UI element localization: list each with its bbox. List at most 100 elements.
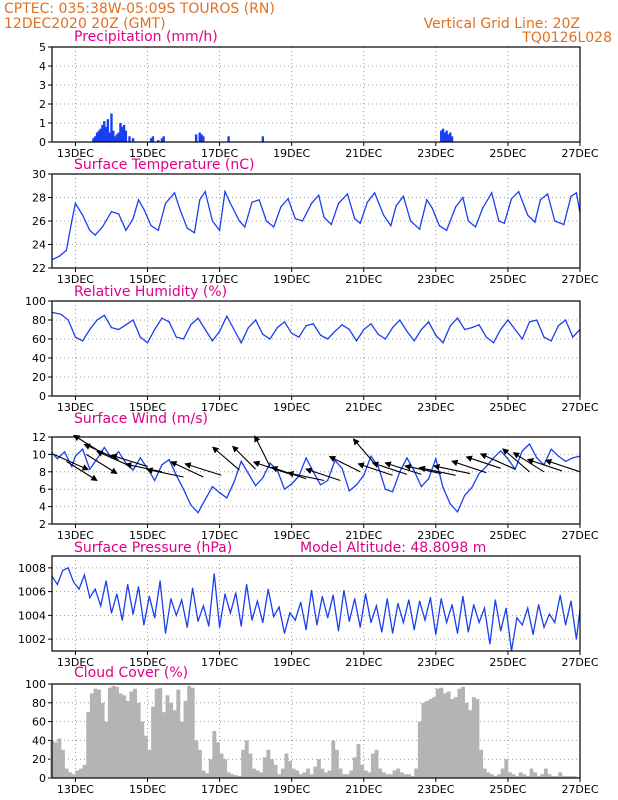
data-point: [265, 220, 268, 222]
panel-6: Cloud Cover (%) 0 20 40 60 80 100 13DEC 15DEC 17D…: [25, 665, 599, 796]
precip-bar: [104, 126, 108, 142]
cloud-bar: [396, 768, 401, 778]
cloud-bar: [432, 697, 437, 778]
cloud-bar: [479, 749, 483, 778]
data-point: [105, 580, 107, 582]
cloud-bar: [270, 759, 274, 778]
data-point: [226, 315, 228, 317]
data-point: [420, 328, 423, 331]
data-point: [301, 220, 304, 222]
x-tick-label: 21DEC: [345, 656, 382, 669]
y-tick-label: 1004: [18, 609, 46, 622]
cloud-bar: [439, 687, 444, 778]
data-point: [424, 619, 426, 621]
data-point: [572, 457, 574, 459]
wind-arrow: [286, 470, 325, 482]
wind-arrow: [479, 453, 516, 470]
y-tick-label: 30: [32, 168, 46, 181]
data-point: [132, 613, 134, 615]
data-point: [132, 218, 134, 220]
cloud-bar: [298, 774, 303, 778]
precip-bar: [94, 136, 97, 142]
data-point: [71, 220, 73, 222]
data-point: [546, 193, 549, 195]
y-tick-label: 10: [32, 448, 46, 461]
data-point: [473, 604, 475, 606]
y-tick-label: 8: [39, 466, 46, 479]
panel-5: Surface Pressure (hPa) Model Altitude: 48…: [18, 540, 599, 669]
data-point: [521, 338, 523, 340]
data-point: [89, 328, 91, 331]
data-point: [370, 455, 372, 457]
data-point: [485, 465, 487, 468]
data-point: [255, 319, 257, 321]
data-point: [550, 448, 552, 450]
data-point: [554, 621, 556, 624]
data-point: [406, 330, 408, 332]
data-point: [563, 223, 565, 226]
cloud-bar: [392, 770, 397, 778]
data-point: [193, 232, 195, 234]
data-point: [537, 604, 540, 606]
cloud-bar: [378, 768, 383, 778]
data-point: [575, 638, 577, 640]
data-point: [94, 234, 96, 236]
data-point: [402, 195, 404, 197]
data-point: [251, 201, 253, 203]
panel-title: Precipitation (mm/h): [74, 29, 218, 45]
x-tick-label: 19DEC: [273, 783, 310, 796]
precip-bar: [440, 130, 443, 142]
plot-frame: [51, 46, 581, 143]
precip-bar: [117, 132, 120, 142]
cloud-bar: [82, 764, 87, 778]
x-tick-label: 19DEC: [273, 273, 310, 286]
y-tick-label: 80: [32, 697, 46, 710]
data-point: [449, 503, 451, 505]
data-point: [291, 332, 293, 334]
y-tick-label: 26: [32, 215, 46, 228]
cloud-bar: [543, 768, 548, 778]
data-point: [298, 336, 300, 338]
data-point: [74, 455, 77, 457]
data-point: [269, 462, 271, 464]
data-point: [384, 338, 386, 340]
data-point: [478, 324, 480, 326]
precip-bar: [202, 136, 205, 142]
data-point: [213, 573, 215, 575]
data-point: [139, 336, 141, 338]
x-tick-label: 15DEC: [129, 656, 166, 669]
cloud-bar: [215, 742, 220, 778]
cloud-bar: [262, 757, 267, 778]
x-tick-label: 19DEC: [273, 401, 310, 414]
data-point: [327, 617, 329, 619]
data-point: [435, 633, 437, 635]
cloud-bar: [435, 688, 440, 778]
data-point: [559, 594, 561, 596]
x-tick-label: 15DEC: [129, 401, 166, 414]
data-point: [485, 336, 487, 338]
panel-2: Surface Temperature (nC) 22 24 26 28 30 13DEC 1…: [32, 157, 599, 286]
data-point: [355, 340, 358, 342]
y-tick-label: 24: [32, 239, 46, 252]
data-point: [101, 226, 104, 228]
data-point: [323, 216, 325, 219]
cloud-bar: [342, 774, 347, 778]
x-tick-label: 25DEC: [489, 529, 526, 542]
data-point: [471, 327, 473, 329]
data-point: [226, 497, 228, 499]
data-point: [121, 619, 123, 621]
precip-bar: [103, 121, 106, 142]
data-point: [478, 621, 480, 624]
data-point: [413, 340, 415, 342]
header-vertical-grid: Vertical Grid Line: 20Z: [424, 16, 580, 32]
data-point: [204, 328, 206, 331]
precip-bar: [124, 130, 128, 142]
cloud-bar: [403, 774, 408, 778]
precip-bar: [121, 126, 124, 142]
data-point: [94, 588, 96, 590]
cloud-bar: [288, 761, 292, 778]
panel-3: Relative Humidity (%) 0 20 40 60 80 100 13DEC 15…: [25, 284, 599, 414]
data-point: [337, 202, 340, 204]
data-point: [103, 314, 105, 316]
data-point: [435, 458, 437, 460]
